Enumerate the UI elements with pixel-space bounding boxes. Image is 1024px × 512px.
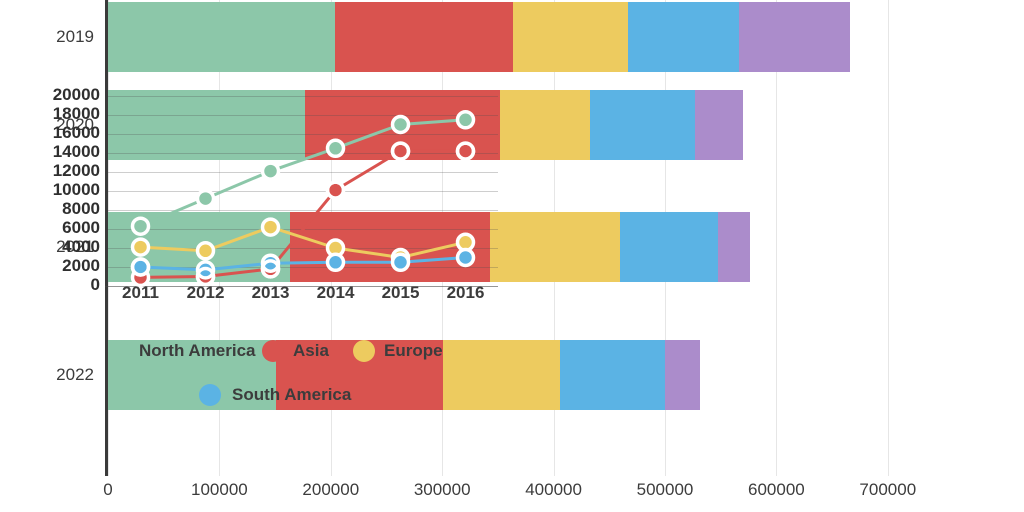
- bar-chart-gridline: [776, 0, 778, 476]
- legend-swatch-north-america[interactable]: [108, 340, 130, 362]
- bar-segment[interactable]: [590, 90, 696, 160]
- line-chart-x-label: 2014: [316, 283, 355, 302]
- line-data-point[interactable]: [455, 247, 476, 268]
- line-series-path: [139, 149, 467, 279]
- bar-chart-x-label: 700000: [859, 480, 917, 499]
- line-chart-x-label: 2015: [381, 283, 420, 302]
- line-data-point[interactable]: [130, 216, 151, 236]
- line-chart-gridline: [108, 248, 498, 249]
- line-data-point-hollow[interactable]: [390, 141, 411, 161]
- bar-segment[interactable]: [108, 90, 306, 160]
- line-chart-y-label: 10000: [52, 180, 100, 199]
- bar-segment[interactable]: [695, 90, 743, 160]
- bar-chart-y-label: 2022: [56, 365, 94, 384]
- line-chart-gridline: [108, 267, 498, 268]
- line-data-point[interactable]: [195, 241, 216, 261]
- bar-row[interactable]: [108, 2, 850, 72]
- line-chart-y-label: 8000: [62, 199, 100, 218]
- line-chart-y-label: 16000: [52, 123, 100, 142]
- line-chart-y-label: 6000: [62, 218, 100, 237]
- line-chart-gridline: [108, 191, 498, 192]
- legend-label-south-america[interactable]: South America: [232, 385, 352, 404]
- legend-label-europe[interactable]: Europe: [384, 341, 443, 360]
- bar-segment[interactable]: [738, 2, 850, 72]
- bar-chart-y-label: 2020: [56, 115, 94, 134]
- line-chart-y-label: 14000: [52, 142, 100, 161]
- line-data-point[interactable]: [195, 188, 216, 209]
- line-chart-gridline: [108, 210, 498, 211]
- bar-segment[interactable]: [718, 212, 750, 282]
- line-series-path: [139, 256, 467, 272]
- line-chart-y-label: 20000: [52, 85, 100, 104]
- bar-segment[interactable]: [490, 212, 621, 282]
- line-chart-x-label: 2011: [122, 283, 159, 302]
- line-data-point[interactable]: [260, 161, 281, 181]
- bar-segment[interactable]: [443, 340, 561, 410]
- line-chart-y-axis-line: [105, 88, 108, 286]
- line-data-point-hollow[interactable]: [130, 257, 151, 277]
- line-chart-x-axis-line: [105, 286, 498, 287]
- legend-swatch-south-america[interactable]: [199, 384, 221, 406]
- legend-swatch-asia[interactable]: [262, 340, 284, 362]
- line-chart-y-label: 12000: [52, 161, 100, 180]
- bar-segment[interactable]: [289, 212, 491, 282]
- line-data-point-hollow[interactable]: [455, 141, 476, 161]
- legend-label-asia[interactable]: Asia: [293, 341, 329, 360]
- line-data-point[interactable]: [390, 252, 411, 273]
- line-chart-y-label: 2000: [62, 256, 100, 275]
- bar-segment[interactable]: [665, 340, 700, 410]
- bar-segment[interactable]: [620, 212, 719, 282]
- legend-label-north-america[interactable]: North America: [139, 341, 256, 360]
- line-chart-gridline: [108, 153, 498, 154]
- bar-segment[interactable]: [628, 2, 739, 72]
- line-chart-y-label: 0: [90, 275, 100, 294]
- line-chart-x-label: 2013: [251, 283, 290, 302]
- bar-chart-y-label: 2019: [56, 27, 94, 46]
- line-chart-y-label: 4000: [62, 237, 100, 256]
- line-series-path: [139, 225, 467, 259]
- line-chart-gridline: [108, 115, 498, 116]
- line-data-point[interactable]: [260, 253, 281, 273]
- line-data-point-hollow[interactable]: [260, 259, 281, 279]
- line-chart-x-label: 2012: [186, 283, 225, 302]
- bar-chart-y-label: 2021: [56, 237, 94, 256]
- bar-segment[interactable]: [500, 90, 591, 160]
- line-chart-gridline: [108, 96, 498, 97]
- line-chart-gridline: [108, 134, 498, 135]
- line-chart-y-label: 18000: [52, 104, 100, 123]
- bar-chart-x-label: 500000: [636, 480, 694, 499]
- bar-chart-x-label: 200000: [302, 480, 360, 499]
- line-data-point-hollow[interactable]: [195, 266, 216, 287]
- bar-segment[interactable]: [108, 2, 336, 72]
- line-data-point[interactable]: [130, 237, 151, 257]
- line-chart-x-label: 2016: [446, 283, 485, 302]
- bar-chart-x-label: 300000: [413, 480, 471, 499]
- bar-segment[interactable]: [335, 2, 514, 72]
- bar-chart-x-label: 100000: [191, 480, 248, 499]
- line-data-point[interactable]: [390, 114, 411, 135]
- bar-segment[interactable]: [560, 340, 665, 410]
- line-data-point-hollow[interactable]: [325, 180, 346, 200]
- line-chart-gridline: [108, 172, 498, 173]
- line-series-path: [139, 118, 467, 228]
- line-data-point[interactable]: [325, 252, 346, 273]
- bar-chart-x-label: 0: [103, 480, 113, 499]
- line-data-point[interactable]: [260, 217, 281, 237]
- line-data-point[interactable]: [325, 138, 346, 159]
- bar-chart-gridline: [887, 0, 889, 476]
- legend-swatch-europe[interactable]: [353, 340, 375, 362]
- line-chart-gridline: [108, 286, 498, 287]
- bar-segment[interactable]: [108, 340, 277, 410]
- bar-chart-x-label: 600000: [748, 480, 805, 499]
- line-data-point[interactable]: [455, 110, 476, 130]
- bar-segment[interactable]: [513, 2, 629, 72]
- bar-chart-x-label: 400000: [525, 480, 582, 499]
